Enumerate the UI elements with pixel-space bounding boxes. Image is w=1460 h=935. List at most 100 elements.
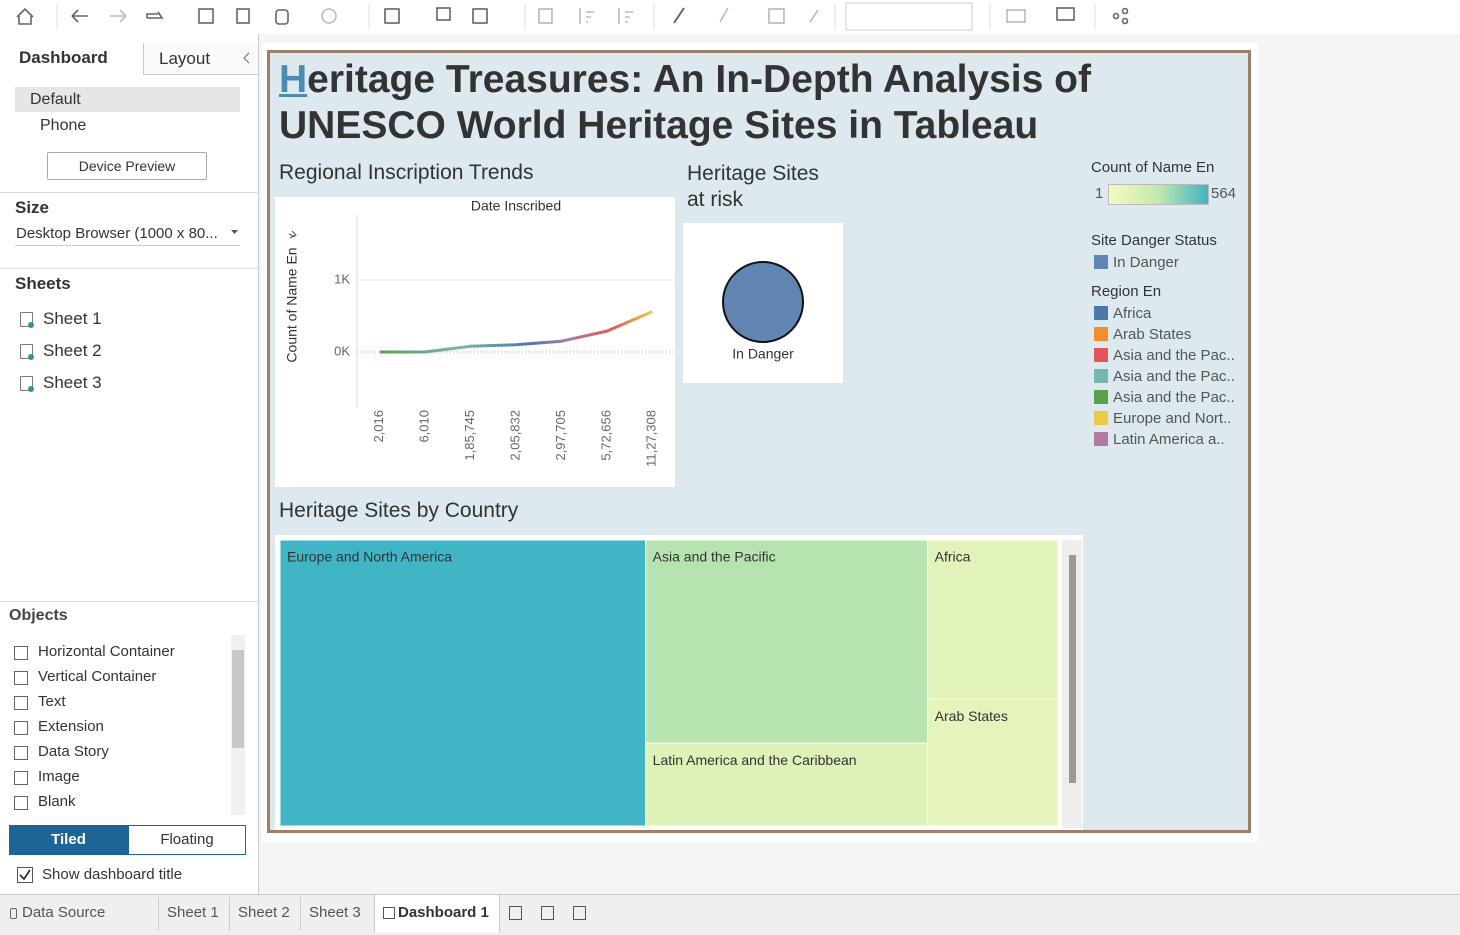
sheet-icon-badge xyxy=(28,354,34,360)
highlight-icon[interactable] xyxy=(673,7,685,24)
home-icon[interactable] xyxy=(16,7,34,25)
sheet-item[interactable]: Sheet 3 xyxy=(43,373,102,392)
pin-icon[interactable] xyxy=(288,230,297,239)
underline xyxy=(15,245,240,246)
legend-label: Asia and the Pac.. xyxy=(1113,347,1235,364)
swap-icon[interactable] xyxy=(538,8,553,24)
tab-separator xyxy=(158,897,159,931)
checkbox[interactable] xyxy=(17,867,34,884)
scrollbar-thumb[interactable] xyxy=(232,650,244,748)
show-me-icon[interactable] xyxy=(1006,9,1026,23)
redo-icon[interactable] xyxy=(146,11,164,19)
legend-title: Count of Name En xyxy=(1091,159,1215,176)
object-icon xyxy=(14,646,28,660)
sheet-tab[interactable]: Sheet 2 xyxy=(238,904,290,921)
annotate-icon[interactable] xyxy=(719,7,729,23)
object-icon xyxy=(14,746,28,760)
object-item[interactable]: Vertical Container xyxy=(38,668,157,685)
datasource-icon[interactable] xyxy=(275,9,289,25)
tab-icon xyxy=(10,908,17,919)
duplicate-icon[interactable] xyxy=(436,7,451,21)
x-tick-label: 2,05,832 xyxy=(507,410,522,461)
tab[interactable]: Layout xyxy=(159,49,211,68)
treemap-cell xyxy=(927,698,1059,827)
object-item[interactable]: Image xyxy=(38,768,80,785)
object-item[interactable]: Horizontal Container xyxy=(38,643,175,660)
sheet-item[interactable]: Sheet 2 xyxy=(43,341,102,360)
y-tick-label: 0K xyxy=(334,343,350,358)
share-icon[interactable] xyxy=(1112,12,1120,20)
legend-swatch xyxy=(1094,348,1108,362)
sheet-icon-badge xyxy=(28,322,34,328)
scrollbar-thumb[interactable] xyxy=(1069,555,1076,783)
object-icon xyxy=(14,671,28,685)
active-tab-bg[interactable] xyxy=(374,895,500,933)
new-source-icon[interactable] xyxy=(236,8,250,24)
object-icon xyxy=(14,796,28,810)
object-item[interactable]: Data Story xyxy=(38,743,109,760)
legend-swatch xyxy=(1094,390,1108,404)
device-preview-button[interactable]: Device Preview xyxy=(47,152,207,180)
legend-swatch xyxy=(1094,369,1108,383)
back-icon[interactable] xyxy=(71,9,88,23)
fit-dropdown[interactable] xyxy=(845,2,973,31)
toolbar xyxy=(0,0,1460,34)
sheet-tab[interactable]: Data Source xyxy=(22,904,106,921)
sort-desc-icon[interactable] xyxy=(618,8,633,24)
save-icon[interactable] xyxy=(198,8,214,24)
legend-label: Asia and the Pac.. xyxy=(1113,389,1235,406)
left-panel xyxy=(0,34,259,894)
x-tick-label: 6,010 xyxy=(417,410,432,443)
legend-title: Region En xyxy=(1091,283,1162,300)
sheet-item[interactable]: Sheet 1 xyxy=(43,309,102,328)
floating-button[interactable]: Floating xyxy=(128,825,246,855)
sheet-tab[interactable]: Dashboard 1 xyxy=(398,904,489,921)
tab[interactable]: Dashboard xyxy=(19,48,108,67)
label-icon[interactable] xyxy=(768,8,785,24)
sheet-tab[interactable]: Sheet 1 xyxy=(167,904,219,921)
pin-icon[interactable] xyxy=(809,9,819,23)
new-tab-icon[interactable] xyxy=(541,906,554,920)
x-tick-label: 1,85,745 xyxy=(462,410,477,461)
row-highlight xyxy=(15,87,240,112)
object-item[interactable]: Extension xyxy=(38,718,104,735)
x-axis-title: Date Inscribed xyxy=(471,198,561,214)
object-item[interactable]: Blank xyxy=(38,793,76,810)
x-tick-label: 11,27,308 xyxy=(644,410,659,467)
legend-label: Europe and Nort.. xyxy=(1113,410,1232,427)
object-icon xyxy=(14,771,28,785)
tab-bar xyxy=(0,894,1460,935)
treemap: Europe and North America Asia and the Pac… xyxy=(275,535,1083,830)
new-tab-icon[interactable] xyxy=(509,906,522,920)
treemap-label: Asia and the Pacific xyxy=(653,549,776,565)
new-tab-icon[interactable] xyxy=(573,906,586,920)
legend-swatch xyxy=(1094,306,1108,320)
line-chart: Date Inscribed Count of Name En 0K 1K 2,016 6… xyxy=(275,197,675,487)
refresh-icon[interactable] xyxy=(321,8,337,24)
tiled-button[interactable]: Tiled xyxy=(9,825,128,855)
treemap-label: Africa xyxy=(935,549,971,565)
new-sheet-icon[interactable] xyxy=(384,8,400,24)
treemap-label: Arab States xyxy=(935,708,1008,724)
presentation-icon[interactable] xyxy=(1056,7,1075,21)
sheet-icon xyxy=(20,344,33,359)
object-item[interactable]: Text xyxy=(38,693,66,710)
checkbox-label[interactable]: Show dashboard title xyxy=(42,866,183,883)
device-option[interactable]: Default xyxy=(30,91,81,108)
chart-title: Heritage Sites at risk xyxy=(687,162,819,211)
legend-swatch xyxy=(1094,432,1108,446)
sheet-icon-badge xyxy=(28,386,34,392)
object-icon xyxy=(14,696,28,710)
clear-icon[interactable] xyxy=(472,8,488,24)
forward-icon[interactable] xyxy=(110,9,127,23)
sheet-tab[interactable]: Sheet 3 xyxy=(309,904,361,921)
collapse-icon[interactable] xyxy=(242,52,252,64)
tab-box[interactable] xyxy=(143,43,259,75)
size-dropdown[interactable]: Desktop Browser (1000 x 80... xyxy=(16,225,218,242)
legend-label: Arab States xyxy=(1113,326,1192,343)
sort-asc-icon[interactable] xyxy=(579,8,594,24)
x-tick-label: 2,97,705 xyxy=(553,410,568,461)
device-option[interactable]: Phone xyxy=(40,117,87,134)
y-axis-title: Count of Name En xyxy=(284,247,300,362)
